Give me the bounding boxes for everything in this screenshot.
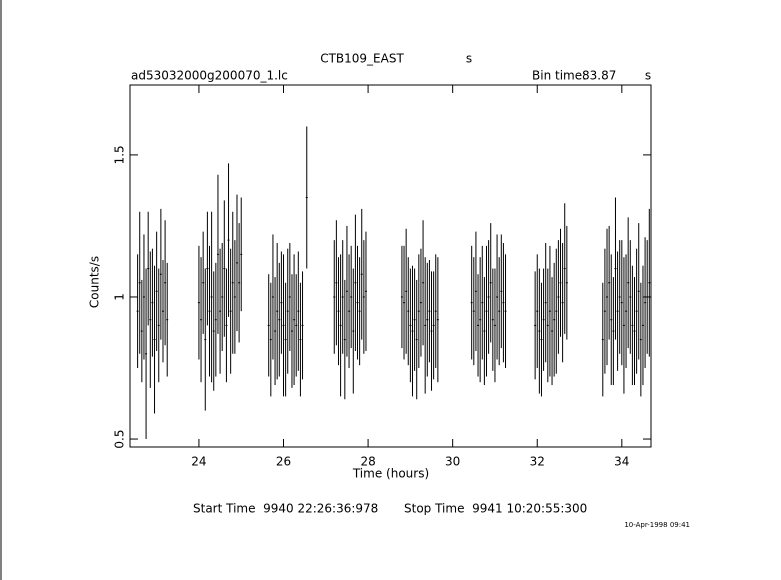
- stop-time: Stop Time 9941 10:20:55:300: [404, 502, 587, 516]
- bin-time-label: Bin time:: [532, 69, 586, 83]
- start-time: Start Time 9940 22:26:36:978: [193, 502, 378, 516]
- file-label: ad53032000g200070_1.lc: [131, 69, 288, 83]
- y-tick-label: 0.5: [113, 429, 127, 448]
- y-axis-label: Counts/s: [88, 256, 102, 308]
- x-tick-label: 34: [614, 455, 629, 469]
- timestamp: 10-Apr-1998 09:41: [624, 521, 690, 529]
- bin-time-unit: s: [645, 69, 651, 83]
- plot-frame: [129, 84, 652, 448]
- x-axis-label: Time (hours): [352, 467, 429, 481]
- y-tick-label: 1: [113, 293, 127, 301]
- x-tick-label: 28: [360, 455, 375, 469]
- x-tick-label: 26: [276, 455, 291, 469]
- x-tick-label: 24: [191, 455, 206, 469]
- x-tick-label: 32: [530, 455, 545, 469]
- bin-time-value: 83.87: [582, 69, 616, 83]
- x-tick-label: 30: [445, 455, 460, 469]
- chart-title: CTB109_EAST: [320, 52, 404, 66]
- y-tick-label: 1.5: [113, 145, 127, 164]
- title-unit: s: [466, 52, 472, 66]
